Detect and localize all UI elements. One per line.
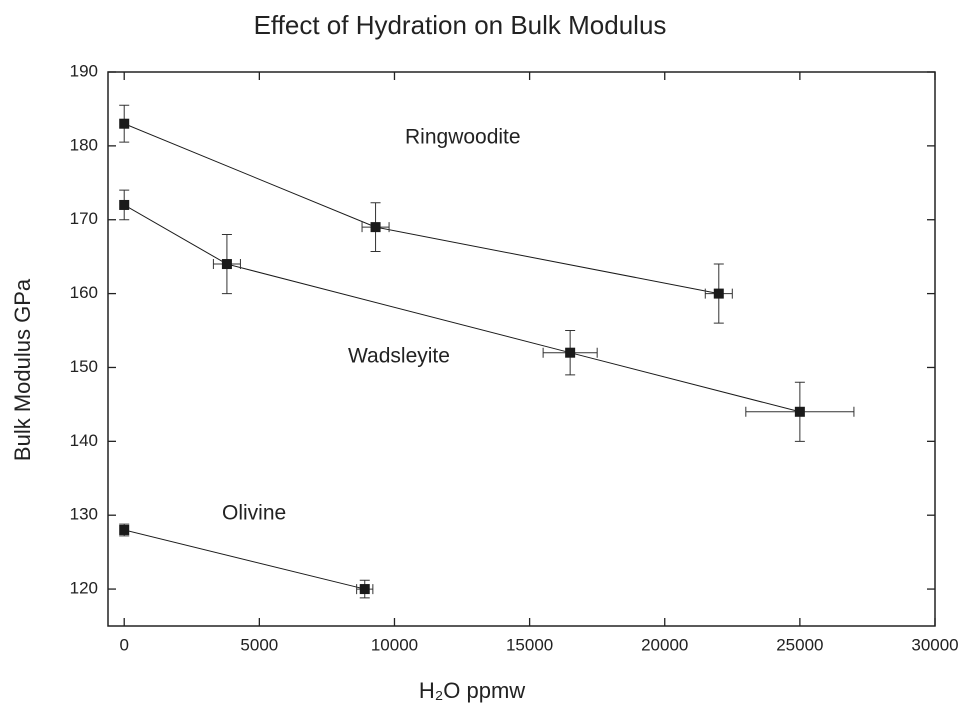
chart-title: Effect of Hydration on Bulk Modulus — [254, 10, 667, 40]
series-label: Ringwoodite — [405, 126, 521, 149]
x-tick-label: 30000 — [911, 635, 958, 654]
point — [370, 222, 381, 233]
y-tick-label: 160 — [70, 283, 98, 302]
series-line — [124, 529, 365, 590]
point — [119, 524, 130, 535]
point — [119, 118, 130, 129]
y-tick-label: 190 — [70, 61, 98, 80]
y-axis-label: Bulk Modulus GPa — [10, 278, 35, 461]
x-axis-label: H₂O ppmw — [419, 678, 525, 703]
x-tick-label: 5000 — [240, 635, 278, 654]
y-tick-label: 140 — [70, 431, 98, 450]
series-line — [123, 204, 800, 413]
point — [359, 584, 370, 595]
point — [565, 347, 576, 358]
plot-frame — [107, 71, 936, 627]
x-tick-label: 20000 — [641, 635, 688, 654]
y-tick-label: 130 — [70, 505, 98, 524]
y-tick-label: 150 — [70, 357, 98, 376]
point — [713, 288, 724, 299]
x-tick-label: 0 — [119, 635, 128, 654]
y-tick-label: 170 — [70, 209, 98, 228]
x-tick-label: 25000 — [776, 635, 823, 654]
y-tick-label: 120 — [70, 579, 98, 598]
point — [221, 259, 232, 270]
point — [794, 406, 805, 417]
series-label: Olivine — [222, 502, 286, 525]
series-label: Wadsleyite — [348, 345, 450, 368]
x-tick-label: 15000 — [506, 635, 553, 654]
y-tick-label: 180 — [70, 135, 98, 154]
point — [119, 199, 130, 210]
x-tick-label: 10000 — [371, 635, 418, 654]
